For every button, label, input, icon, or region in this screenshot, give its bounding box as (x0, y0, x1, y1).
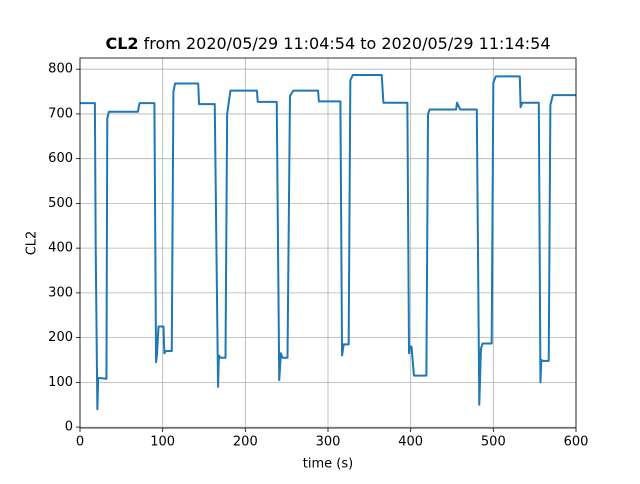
x-axis-label: time (s) (303, 457, 353, 472)
x-tick-label: 500 (481, 435, 506, 450)
y-tick-label: 800 (48, 62, 73, 77)
y-tick-label: 400 (48, 241, 73, 256)
data-line (80, 74, 576, 411)
axes-frame (79, 57, 577, 429)
x-tick-label: 400 (398, 435, 423, 450)
y-tick-label: 500 (48, 196, 73, 211)
title-rest: from 2020/05/29 11:04:54 to 2020/05/29 1… (144, 34, 551, 53)
x-tick-label: 100 (150, 435, 175, 450)
chart-title: CL2 from 2020/05/29 11:04:54 to 2020/05/… (105, 34, 550, 53)
x-tick-label: 0 (76, 435, 84, 450)
y-tick-label: 200 (48, 330, 73, 345)
x-tick-label: 300 (316, 435, 341, 450)
y-axis-label: CL2 (25, 231, 40, 256)
x-tick-label: 200 (233, 435, 258, 450)
y-tick-label: 0 (65, 420, 73, 435)
y-tick-label: 100 (48, 375, 73, 390)
title-bold: CL2 (105, 34, 138, 53)
y-tick-label: 300 (48, 285, 73, 300)
y-tick-label: 700 (48, 106, 73, 121)
x-tick-label: 600 (564, 435, 589, 450)
y-tick-label: 600 (48, 151, 73, 166)
